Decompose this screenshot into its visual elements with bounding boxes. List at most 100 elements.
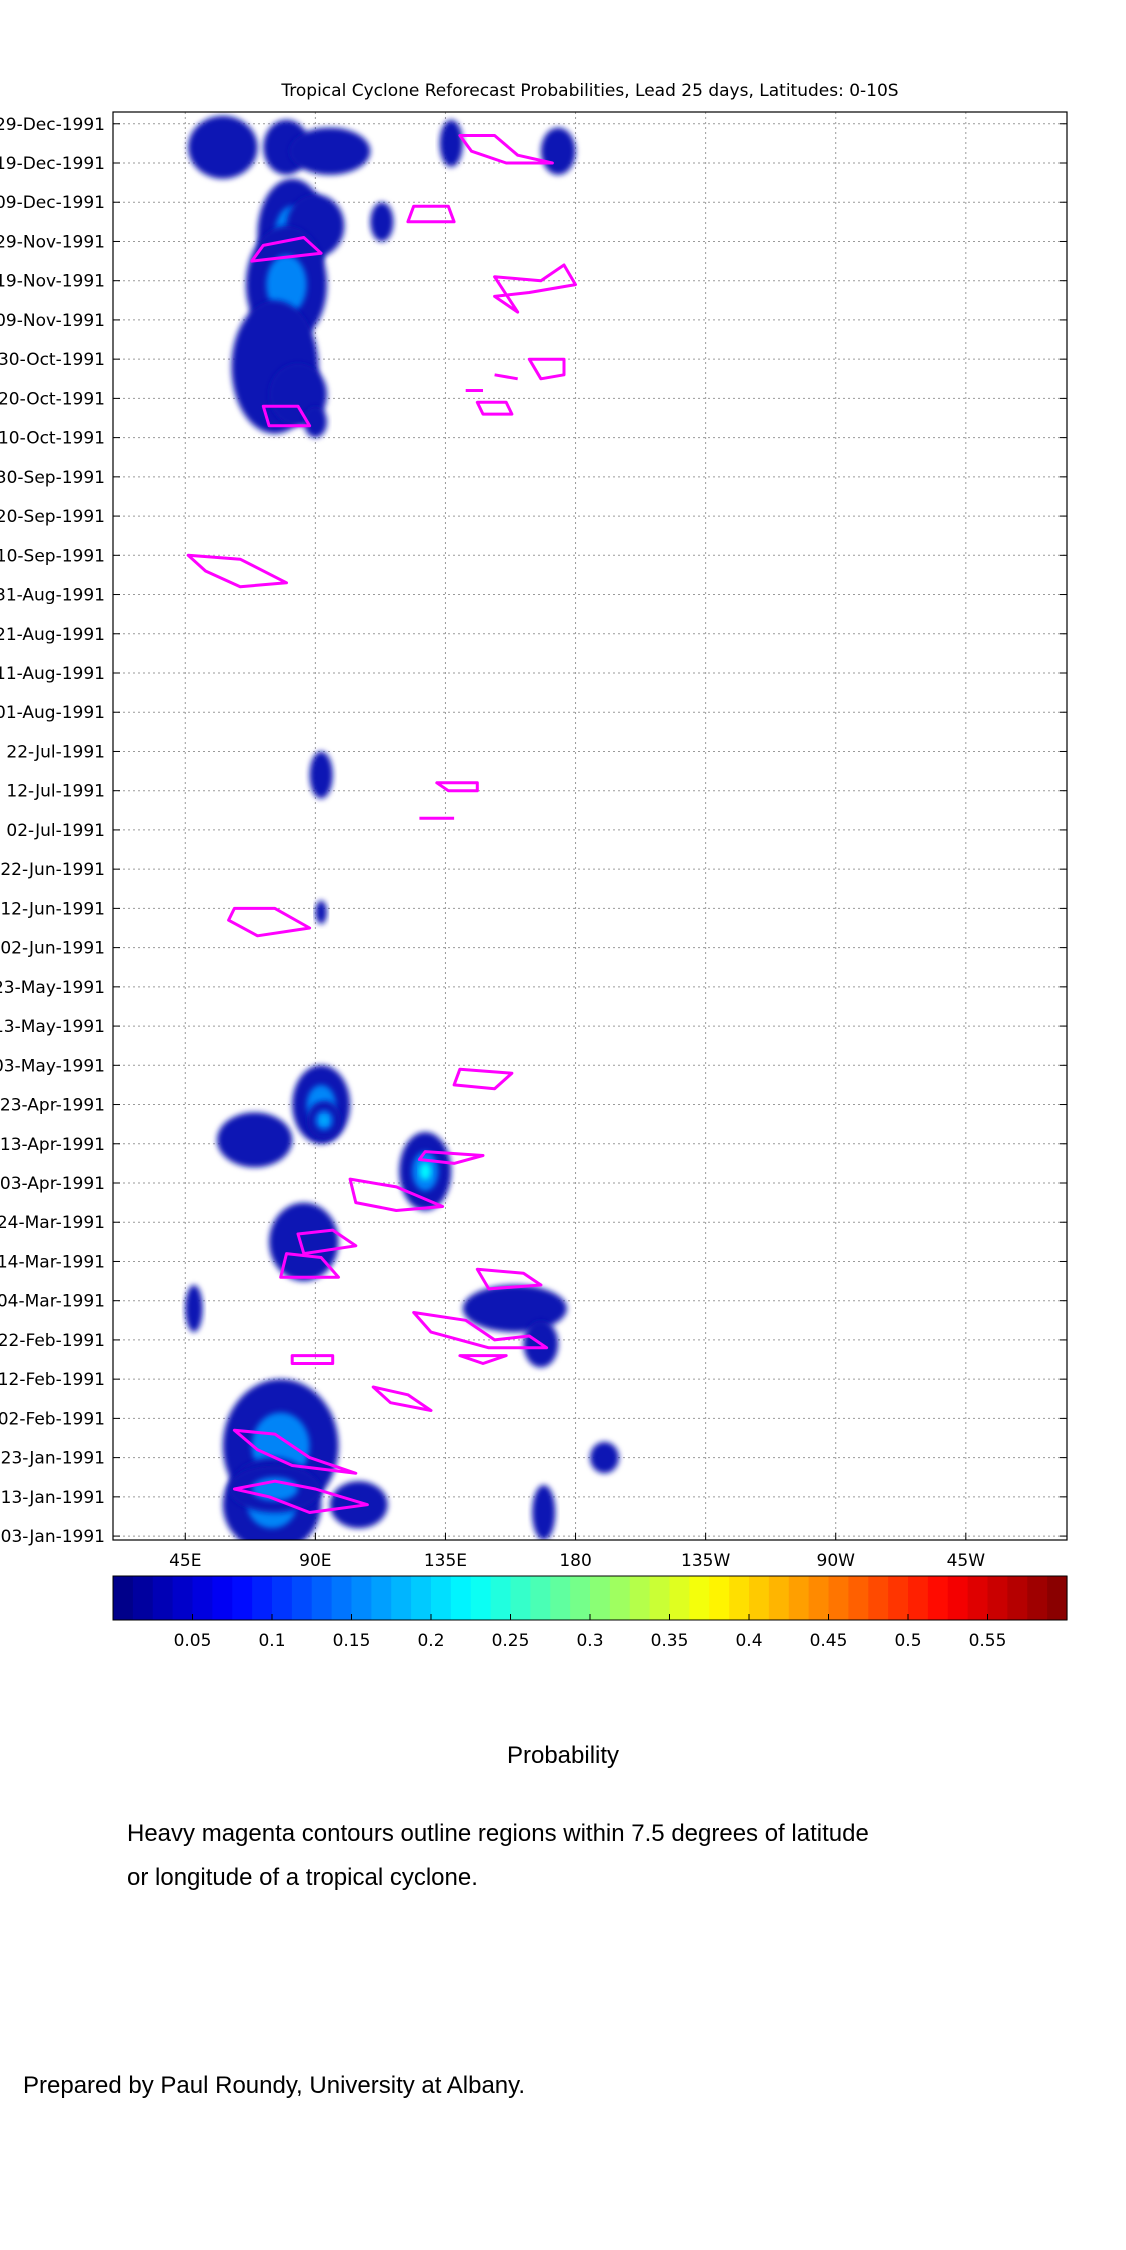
y-tick-label: 30-Sep-1991 — [0, 468, 105, 488]
colorbar-swatch — [152, 1576, 174, 1620]
colorbar-swatch — [490, 1576, 512, 1620]
y-tick-label: 29-Dec-1991 — [0, 115, 105, 135]
y-tick-label: 20-Oct-1991 — [0, 389, 105, 409]
colorbar-swatch — [987, 1576, 1008, 1620]
y-tick-label: 13-Jan-1991 — [1, 1488, 105, 1508]
probability-region — [439, 119, 463, 167]
colorbar-tick-label: 0.4 — [735, 1631, 762, 1651]
probability-region — [590, 1441, 619, 1474]
y-tick-label: 23-May-1991 — [0, 978, 105, 998]
y-tick-label: 02-Jul-1991 — [6, 821, 105, 841]
y-tick-label: 12-Jun-1991 — [0, 899, 105, 919]
colorbar-swatch — [550, 1576, 571, 1620]
cyclone-contour — [186, 553, 288, 589]
colorbar-tick-label: 0.5 — [894, 1631, 921, 1651]
cyclone-contour — [412, 1311, 549, 1350]
cyclone-contour — [227, 906, 312, 938]
colorbar-swatch — [629, 1576, 651, 1620]
y-tick-label: 04-Mar-1991 — [0, 1292, 105, 1312]
y-tick-label: 13-Apr-1991 — [0, 1135, 105, 1155]
colorbar-swatch — [371, 1576, 392, 1620]
colorbar-swatch — [709, 1576, 730, 1620]
y-tick-label: 31-Aug-1991 — [0, 586, 105, 606]
colorbar-swatch — [1047, 1576, 1068, 1620]
colorbar-tick-label: 0.05 — [174, 1631, 212, 1651]
cyclone-contour — [527, 357, 566, 381]
y-tick-label: 09-Dec-1991 — [0, 193, 105, 213]
x-tick-label: 135W — [681, 1551, 730, 1571]
y-tick-label: 24-Mar-1991 — [0, 1213, 105, 1233]
probability-region — [462, 1285, 567, 1333]
y-tick-label: 10-Oct-1991 — [0, 429, 105, 449]
colorbar-swatch — [391, 1576, 412, 1620]
y-tick-label: 29-Nov-1991 — [0, 232, 105, 252]
x-axis-ticks: 45E 90E 135E 180 135W 90W 45W — [169, 1533, 985, 1571]
cyclone-contour — [371, 1385, 433, 1412]
x-tick-label: 90E — [299, 1551, 331, 1571]
y-tick-label: 23-Apr-1991 — [0, 1096, 105, 1116]
colorbar-swatch — [431, 1576, 452, 1620]
y-tick-label: 10-Sep-1991 — [0, 546, 105, 566]
colorbar-swatch — [311, 1576, 333, 1620]
colorbar-tick-label: 0.45 — [810, 1631, 848, 1651]
colorbar-tick-label: 0.1 — [258, 1631, 285, 1651]
probability-region-peak — [419, 1162, 431, 1180]
cyclone-contour — [452, 1067, 514, 1091]
colorbar-swatch — [689, 1576, 710, 1620]
probability-region — [185, 1285, 203, 1333]
colorbar-swatch — [331, 1576, 353, 1620]
colorbar-swatch — [908, 1576, 929, 1620]
cyclone-contour — [250, 236, 323, 263]
cyclone-contour — [458, 1354, 508, 1365]
colorbar-swatch — [510, 1576, 531, 1620]
probability-region — [217, 1112, 293, 1168]
y-tick-label: 13-May-1991 — [0, 1017, 105, 1037]
cyclone-contours — [186, 134, 577, 1514]
y-tick-label: 23-Jan-1991 — [1, 1449, 105, 1469]
colorbar-swatch — [609, 1576, 631, 1620]
y-axis-ticks: 29-Dec-1991 19-Dec-1991 09-Dec-1991 29-Nov-… — [0, 115, 1067, 1547]
y-tick-label: 30-Oct-1991 — [0, 350, 105, 370]
cyclone-contour — [494, 373, 518, 381]
probability-region-peak — [320, 1115, 328, 1125]
colorbar-tick-label: 0.55 — [969, 1631, 1007, 1651]
colorbar-swatch — [351, 1576, 372, 1620]
y-tick-label: 21-Aug-1991 — [0, 625, 105, 645]
colorbar-swatch — [649, 1576, 671, 1620]
colorbar-swatch — [729, 1576, 750, 1620]
y-tick-label: 19-Dec-1991 — [0, 154, 105, 174]
y-tick-label: 01-Aug-1991 — [0, 703, 105, 723]
probability-region — [370, 202, 394, 242]
y-tick-label: 22-Jun-1991 — [0, 860, 105, 880]
y-tick-label: 02-Jun-1991 — [0, 939, 105, 959]
probability-region — [269, 1202, 339, 1282]
colorbar-swatch — [927, 1576, 949, 1620]
cyclone-contour — [417, 1150, 485, 1165]
probability-region — [540, 127, 576, 175]
colorbar-tick-label: 0.2 — [417, 1631, 444, 1651]
probability-region — [309, 751, 333, 799]
colorbar-tick-label: 0.3 — [576, 1631, 603, 1651]
colorbar-tick-label: 0.15 — [333, 1631, 371, 1651]
y-tick-label: 03-Apr-1991 — [0, 1174, 105, 1194]
y-tick-label: 22-Feb-1991 — [0, 1331, 105, 1351]
colorbar-swatch — [868, 1576, 889, 1620]
colorbar-swatch — [192, 1576, 213, 1620]
y-tick-label: 22-Jul-1991 — [6, 742, 105, 762]
probability-region — [289, 127, 371, 175]
y-tick-label: 03-May-1991 — [0, 1056, 105, 1076]
x-tick-label: 180 — [559, 1551, 591, 1571]
y-tick-label: 02-Feb-1991 — [0, 1409, 105, 1429]
colorbar: 0.05 0.1 0.15 0.2 0.25 0.3 0.35 0.4 0.45 0.5 0.55 — [112, 1575, 1068, 1651]
credit-line: Prepared by Paul Roundy, University at A… — [23, 2072, 526, 2099]
chart-title: Tropical Cyclone Reforecast Probabilitie… — [280, 81, 898, 101]
probability-region — [303, 406, 327, 438]
cyclone-contour — [290, 1354, 335, 1365]
caption-line-2: or longitude of a tropical cyclone. — [127, 1864, 478, 1891]
probability-field — [185, 115, 619, 1540]
y-tick-label: 12-Jul-1991 — [6, 782, 105, 802]
probability-region — [532, 1485, 556, 1540]
cyclone-contour — [261, 404, 312, 428]
colorbar-swatch — [291, 1576, 313, 1620]
